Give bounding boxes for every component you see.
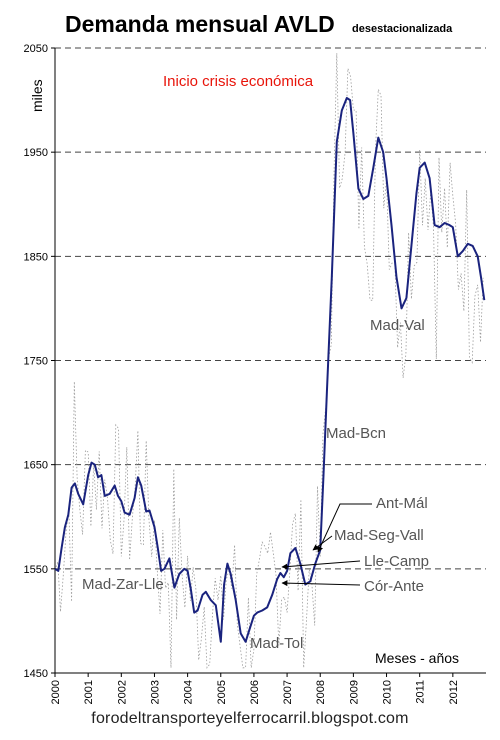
annotation-arrow: [317, 503, 372, 553]
footer-source: forodeltransporteyelferrocarril.blogspot…: [91, 710, 409, 727]
annotation-arrows: [281, 503, 372, 587]
x-axis-label: Meses - años: [375, 650, 459, 666]
x-tick-label: 2009: [348, 680, 360, 704]
x-tick-labels: 2000 2001 2002 2003 2004 2005 2006 2007 2008 2009…: [50, 680, 460, 704]
y-tick-label: 1950: [24, 147, 48, 159]
y-tick-label: 1750: [24, 356, 48, 368]
gridlines: [55, 47, 486, 570]
annotation-mad-zar-lle: Mad-Zar-Lle: [82, 576, 164, 593]
y-axis-label: miles: [29, 79, 45, 112]
x-tick-label: 2004: [183, 680, 195, 704]
y-tick-label: 1650: [24, 460, 48, 472]
background-series-line: [54, 53, 484, 669]
x-tick-label: 2000: [50, 680, 62, 704]
annotation-mad-val: Mad-Val: [370, 317, 425, 334]
x-tick-label: 2011: [415, 680, 427, 704]
annotation-mad-seg-vall: Mad-Seg-Vall: [334, 527, 424, 544]
series-line: [54, 97, 486, 643]
annotation-ant-mal: Ant-Mál: [376, 495, 428, 512]
annotation-arrow: [281, 560, 361, 570]
y-tick-label: 1550: [24, 564, 48, 576]
y-tick-labels: 1450 1550 1650 1750 1850 1950 2050: [24, 43, 48, 680]
x-tick-label: 2007: [282, 680, 294, 704]
annotation-mad-bcn: Mad-Bcn: [326, 425, 386, 442]
x-tick-label: 2001: [83, 680, 95, 704]
x-tick-label: 2002: [116, 680, 128, 704]
annotation-cor-ante: Cór-Ante: [364, 578, 424, 595]
y-tick-label: 2050: [24, 43, 48, 55]
x-tick-label: 2012: [448, 680, 460, 704]
chart-subtitle: desestacionalizada: [352, 23, 453, 35]
x-tick-label: 2008: [315, 680, 327, 704]
y-tick-label: 1450: [24, 668, 48, 680]
x-tick-label: 2010: [382, 680, 394, 704]
x-tick-label: 2005: [216, 680, 228, 704]
annotation-arrow: [312, 535, 333, 551]
annotation-crisis: Inicio crisis económica: [163, 73, 314, 90]
x-tick-label: 2003: [149, 680, 161, 704]
background-monthly-series: [54, 53, 484, 669]
annotation-arrow: [281, 580, 361, 587]
chart-title: Demanda mensual AVLD: [65, 11, 335, 37]
annotation-lle-camp: Lle-Camp: [364, 553, 429, 570]
series-layer: [54, 97, 486, 643]
annotation-mad-tol: Mad-Tol: [250, 635, 303, 652]
x-tick-label: 2006: [249, 680, 261, 704]
y-tick-label: 1850: [24, 251, 48, 263]
